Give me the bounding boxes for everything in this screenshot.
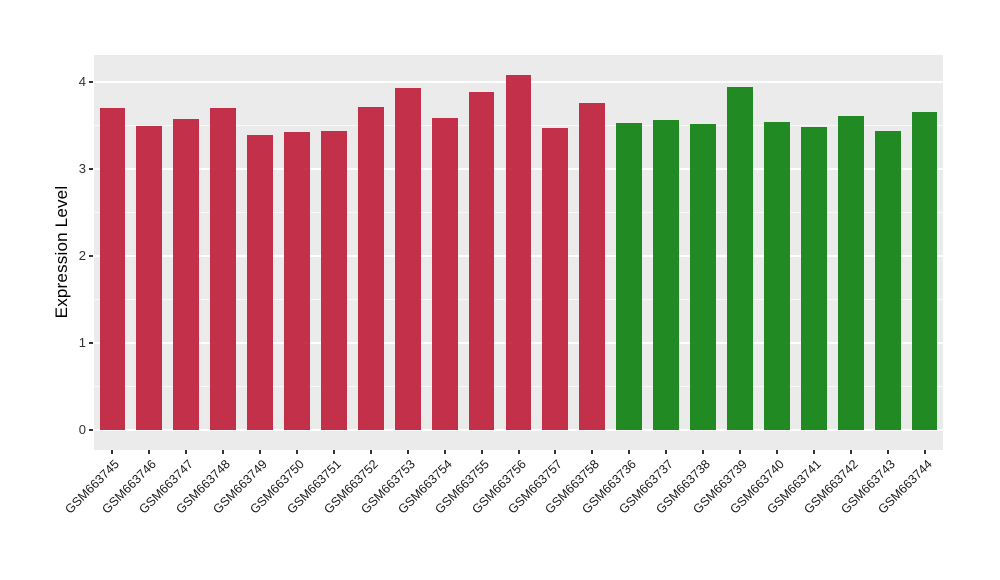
bar xyxy=(321,130,347,430)
x-tick-mark xyxy=(628,450,631,454)
x-tick-mark xyxy=(702,450,705,454)
x-tick-mark xyxy=(554,450,557,454)
x-tick-mark xyxy=(332,450,335,454)
plot-panel xyxy=(94,55,943,450)
bar xyxy=(616,122,643,430)
x-tick-mark xyxy=(480,450,483,454)
x-tick-mark xyxy=(185,450,188,454)
y-tick-mark xyxy=(89,429,93,431)
bar xyxy=(505,75,532,430)
bar xyxy=(357,107,384,430)
x-tick-mark xyxy=(148,450,151,454)
bar xyxy=(136,125,163,430)
bar xyxy=(763,122,790,430)
x-tick-mark xyxy=(849,450,852,454)
y-tick-mark xyxy=(89,168,93,170)
bar xyxy=(727,87,753,430)
y-tick-mark xyxy=(89,81,93,83)
x-tick-mark xyxy=(923,450,926,454)
x-tick-mark xyxy=(738,450,741,454)
y-tick-label: 2 xyxy=(78,248,86,263)
y-tick-mark xyxy=(89,255,93,257)
bar xyxy=(690,123,716,430)
x-tick-mark xyxy=(443,450,446,454)
x-tick-mark xyxy=(111,450,114,454)
bar xyxy=(247,135,274,430)
bar xyxy=(468,92,495,430)
x-tick-mark xyxy=(812,450,815,454)
bar xyxy=(911,112,938,430)
bar xyxy=(874,130,901,430)
y-tick-label: 0 xyxy=(78,422,86,437)
bar xyxy=(99,108,126,430)
x-tick-mark xyxy=(517,450,520,454)
x-tick-mark xyxy=(775,450,778,454)
x-tick-mark xyxy=(406,450,409,454)
x-tick-mark xyxy=(369,450,372,454)
x-tick-mark xyxy=(665,450,668,454)
x-tick-mark xyxy=(886,450,889,454)
y-tick-mark xyxy=(89,342,93,344)
bar xyxy=(431,117,458,430)
x-tick-mark xyxy=(591,450,594,454)
bar xyxy=(579,102,606,430)
gridline-major xyxy=(94,429,943,431)
bar xyxy=(394,88,421,430)
bar xyxy=(837,115,864,430)
bar xyxy=(210,108,237,430)
x-tick-mark xyxy=(296,450,299,454)
bar xyxy=(284,131,310,430)
bar xyxy=(542,128,569,430)
bar xyxy=(800,127,827,430)
y-tick-label: 3 xyxy=(78,161,86,176)
y-tick-label: 4 xyxy=(78,74,86,89)
x-tick-mark xyxy=(259,450,262,454)
y-tick-label: 1 xyxy=(78,335,86,350)
bar xyxy=(653,120,680,430)
bar xyxy=(173,119,200,430)
x-tick-mark xyxy=(222,450,225,454)
